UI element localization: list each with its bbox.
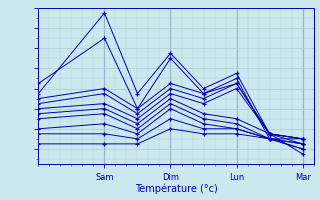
X-axis label: Température (°c): Température (°c) <box>135 183 217 194</box>
